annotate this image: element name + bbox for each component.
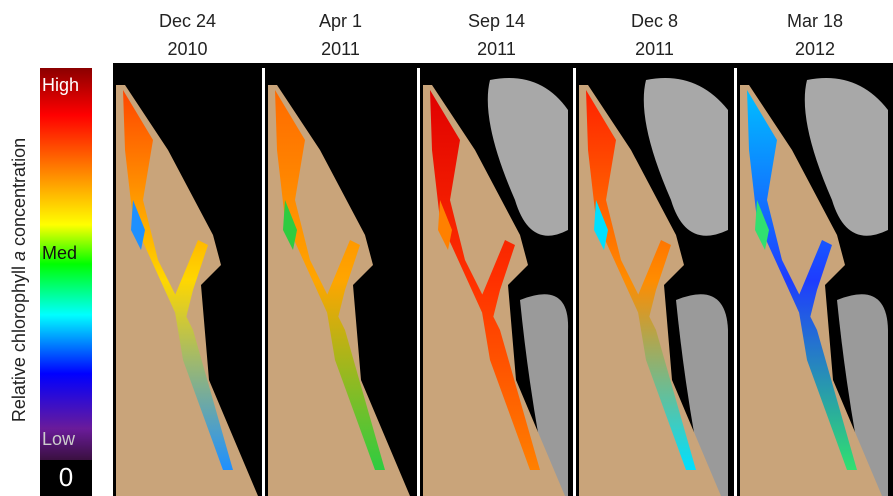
figure: High Med Low 0 Relative chlorophyll a co…	[0, 0, 893, 496]
date-header: Sep 14	[468, 11, 525, 31]
year-header: 2011	[477, 39, 516, 59]
separator	[417, 68, 420, 496]
colorbar	[40, 68, 92, 460]
year-header: 2011	[321, 39, 360, 59]
date-header: Mar 18	[787, 11, 843, 31]
date-header: Dec 8	[631, 11, 678, 31]
year-header: 2010	[167, 39, 207, 59]
date-header: Dec 24	[159, 11, 216, 31]
year-header: 2012	[795, 39, 835, 59]
colorbar-label: 0	[59, 462, 73, 492]
separator	[573, 68, 576, 496]
title-part: a	[9, 251, 29, 261]
separator	[262, 68, 265, 496]
colorbar-title: Relative chlorophyll a concentration	[9, 138, 29, 422]
separator	[734, 68, 737, 496]
colorbar-label: Low	[42, 429, 76, 449]
colorbar-label: High	[42, 75, 79, 95]
year-header: 2011	[635, 39, 674, 59]
date-header: Apr 1	[319, 11, 362, 31]
colorbar-label: Med	[42, 243, 77, 263]
title-part: concentration	[9, 138, 29, 246]
title-part: Relative chlorophyll	[9, 266, 29, 422]
